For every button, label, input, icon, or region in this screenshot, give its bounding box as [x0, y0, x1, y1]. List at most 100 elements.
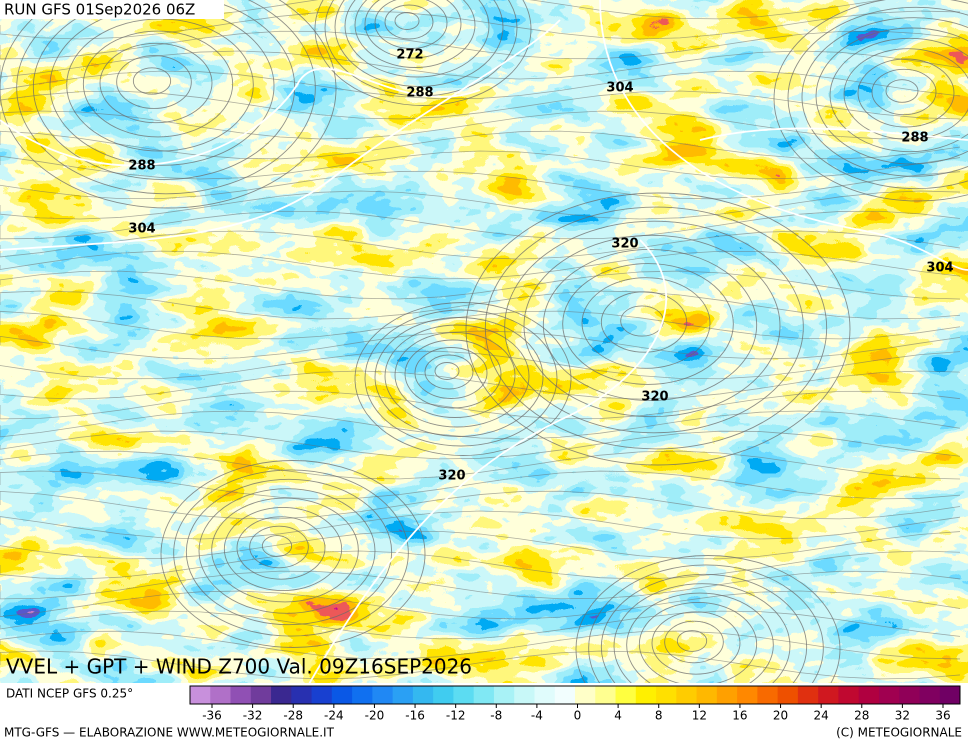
colorbar-tick-label: 28 — [854, 709, 869, 723]
colorbar-swatch — [271, 686, 292, 704]
streamline — [626, 592, 774, 683]
streamline — [613, 583, 791, 683]
streamline — [173, 469, 409, 637]
streamline — [664, 620, 724, 664]
colorbar-swatch — [858, 686, 880, 704]
contour-label: 320 — [438, 469, 465, 484]
run-label: RUN GFS 01Sep2026 06Z — [4, 1, 195, 19]
streamline — [132, 67, 172, 95]
streamline — [354, 302, 572, 456]
contour-label: 320 — [641, 390, 668, 405]
colorbar-tick-label: -28 — [283, 709, 303, 723]
colorbar-swatch — [433, 686, 454, 704]
streamline — [0, 110, 961, 140]
streamline — [0, 70, 961, 100]
streamline — [394, 12, 420, 30]
streamline — [394, 332, 516, 418]
colorbar-swatch — [210, 686, 232, 704]
streamline — [223, 506, 343, 592]
colorbar-swatch — [818, 686, 839, 704]
colorbar-swatch — [473, 686, 495, 704]
streamline — [16, 0, 316, 195]
streamline — [787, 6, 968, 190]
colorbar-swatch — [534, 686, 556, 704]
streamline — [0, 650, 961, 680]
streamline — [0, 30, 961, 60]
streamline — [99, 42, 213, 124]
streamline — [0, 390, 961, 420]
streamline — [0, 190, 961, 220]
streamline — [676, 630, 708, 652]
contour-line — [0, 67, 481, 167]
contour-label: 288 — [128, 159, 155, 174]
streamline — [542, 248, 758, 402]
streamline — [0, 290, 961, 320]
colorbar-tick-label: -32 — [243, 709, 263, 723]
streamline — [0, 250, 961, 280]
streamline — [0, 10, 961, 40]
streamline — [116, 55, 192, 109]
colorbar-tick-label: 20 — [773, 709, 788, 723]
colorbar-swatch — [352, 686, 373, 704]
streamline — [562, 263, 734, 385]
streamline — [384, 324, 530, 428]
streamline — [484, 206, 828, 450]
colorbar-swatch — [372, 686, 394, 704]
streamline — [0, 490, 961, 520]
colorbar-tick-label: 24 — [814, 709, 829, 723]
vertical-velocity-field — [0, 0, 968, 683]
streamline — [871, 68, 937, 116]
streamline — [344, 0, 490, 78]
streamline — [0, 450, 961, 480]
colorbar-swatch — [797, 686, 819, 704]
colorbar-swatch — [838, 686, 860, 704]
colorbar-swatch — [291, 686, 313, 704]
streamline — [364, 309, 558, 447]
contour-label: 304 — [926, 261, 953, 276]
streamline — [829, 37, 968, 153]
colorbar-swatch — [635, 686, 657, 704]
streamline — [843, 48, 968, 140]
colorbar-swatch — [311, 686, 333, 704]
colorbar-tick-label: 32 — [895, 709, 910, 723]
streamline — [465, 192, 851, 466]
streamline — [434, 362, 460, 380]
streamline — [857, 58, 955, 128]
colorbar: -36 -32 -28 -24 -20 -16 -12 -8 -4 0 4 8 12 16 20 24 28 32… — [189, 685, 961, 723]
colorbar-swatch — [514, 686, 535, 704]
streamline — [249, 525, 309, 569]
streamline — [0, 630, 961, 660]
streamline — [0, 430, 961, 460]
colorbar-swatch — [899, 686, 920, 704]
streamline — [384, 4, 434, 40]
colorbar-swatch — [716, 686, 738, 704]
colorbar-swatch — [554, 686, 576, 704]
streamline — [0, 130, 961, 160]
colorbar-swatch — [615, 686, 637, 704]
streamline — [82, 30, 234, 138]
streamline — [523, 234, 781, 418]
colorbar-swatch — [939, 686, 961, 704]
contour-label: 288 — [901, 131, 928, 146]
streamline — [600, 573, 808, 683]
colorbar-swatch — [331, 686, 353, 704]
streamline — [0, 590, 961, 620]
streamline — [0, 150, 961, 180]
colorbar-swatch — [493, 686, 515, 704]
footer-right: (C) METEOGIORNALE — [836, 726, 962, 740]
colorbar-swatch — [250, 686, 272, 704]
streamline — [0, 50, 961, 80]
colorbar-tick-label: -20 — [365, 709, 385, 723]
streamline — [651, 611, 741, 675]
colorbar-swatch — [412, 686, 434, 704]
colorbar-tick-label: -36 — [202, 709, 222, 723]
streamline — [588, 564, 824, 683]
contour-label: 304 — [606, 81, 633, 96]
contour-label: 272 — [396, 48, 423, 63]
colorbar-swatch — [453, 686, 475, 704]
streamline — [815, 27, 968, 165]
contour-label: 304 — [128, 222, 155, 237]
streamline — [0, 610, 961, 640]
streamline — [0, 0, 337, 209]
